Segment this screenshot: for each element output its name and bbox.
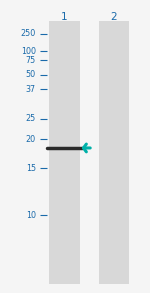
Text: 25: 25 (26, 114, 36, 123)
Text: 1: 1 (61, 12, 68, 22)
Text: 10: 10 (26, 211, 36, 220)
Text: 2: 2 (111, 12, 117, 22)
Text: 37: 37 (26, 85, 36, 94)
Text: 50: 50 (26, 70, 36, 79)
Bar (99, 21, 129, 284)
Text: 20: 20 (26, 135, 36, 144)
Text: 15: 15 (26, 164, 36, 173)
Text: 100: 100 (21, 47, 36, 56)
Bar (50, 21, 80, 284)
Text: 75: 75 (26, 56, 36, 64)
Text: 250: 250 (21, 29, 36, 38)
